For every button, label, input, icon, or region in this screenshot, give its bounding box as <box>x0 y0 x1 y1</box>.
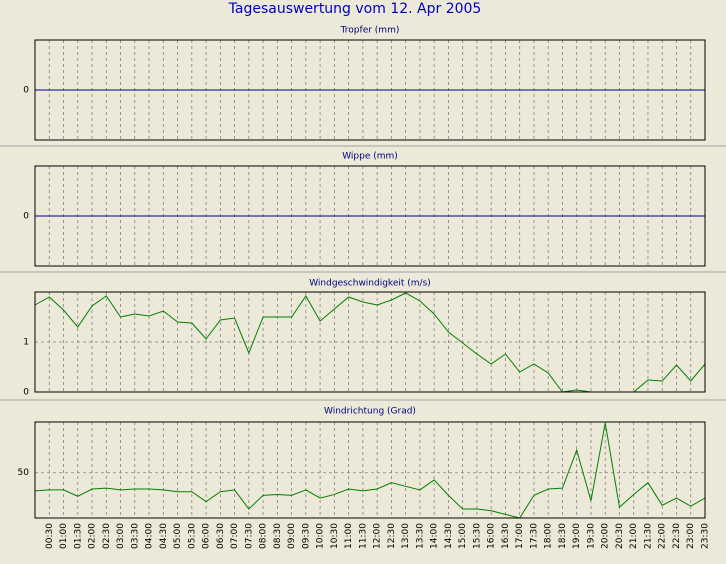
x-tick-label: 12:00 <box>373 523 383 549</box>
x-tick-label: 03:30 <box>130 523 140 549</box>
x-tick-label: 04:30 <box>159 523 169 549</box>
x-tick-label: 07:30 <box>244 523 254 549</box>
panel-title: Tropfer (mm) <box>340 26 400 36</box>
x-tick-label: 10:00 <box>316 523 326 549</box>
x-tick-label: 00:30 <box>45 523 55 549</box>
x-tick-label: 20:00 <box>601 523 611 549</box>
x-tick-label: 06:00 <box>202 523 212 549</box>
x-tick-label: 13:30 <box>415 523 425 549</box>
x-tick-label: 18:30 <box>558 523 568 549</box>
x-tick-label: 15:00 <box>458 523 468 549</box>
x-tick-label: 14:30 <box>444 523 454 549</box>
x-tick-label: 16:30 <box>501 523 511 549</box>
x-tick-label: 05:00 <box>173 523 183 549</box>
x-tick-label: 05:30 <box>187 523 197 549</box>
x-tick-label: 10:30 <box>330 523 340 549</box>
x-tick-label: 03:00 <box>116 523 126 549</box>
x-tick-label: 09:30 <box>301 523 311 549</box>
x-tick-label: 23:30 <box>701 523 711 549</box>
x-tick-label: 01:00 <box>59 523 69 549</box>
y-tick-label: 0 <box>23 212 29 222</box>
x-tick-label: 08:30 <box>273 523 283 549</box>
plot-area <box>35 422 705 518</box>
x-tick-label: 22:30 <box>672 523 682 549</box>
panel-title: Windrichtung (Grad) <box>324 407 416 417</box>
x-tick-label: 14:00 <box>430 523 440 549</box>
x-tick-label: 21:30 <box>643 523 653 549</box>
x-tick-label: 19:30 <box>586 523 596 549</box>
x-tick-label: 15:30 <box>472 523 482 549</box>
x-tick-label: 07:00 <box>230 523 240 549</box>
x-tick-label: 17:30 <box>529 523 539 549</box>
x-tick-label: 18:00 <box>544 523 554 549</box>
plot-border <box>34 165 706 267</box>
panel-title: Wippe (mm) <box>342 152 398 162</box>
plot-area <box>35 292 705 392</box>
x-tick-label: 04:00 <box>145 523 155 549</box>
data-line <box>34 422 706 519</box>
plot-border <box>34 291 706 393</box>
x-tick-label: 19:00 <box>572 523 582 549</box>
x-tick-label: 20:30 <box>615 523 625 549</box>
y-tick-label: 1 <box>23 338 29 348</box>
page-title: Tagesauswertung vom 12. Apr 2005 <box>228 1 482 17</box>
y-tick-label: 50 <box>18 468 30 478</box>
x-tick-label: 11:00 <box>344 523 354 549</box>
plot-border <box>34 39 706 141</box>
x-tick-label: 08:00 <box>259 523 269 549</box>
y-tick-label: 0 <box>23 86 29 96</box>
x-tick-label: 21:00 <box>629 523 639 549</box>
x-tick-label: 11:30 <box>358 523 368 549</box>
x-tick-label: 22:00 <box>658 523 668 549</box>
x-tick-label: 02:30 <box>102 523 112 549</box>
plot-border <box>34 421 706 519</box>
x-tick-label: 09:00 <box>287 523 297 549</box>
x-tick-label: 12:30 <box>387 523 397 549</box>
x-tick-label: 17:00 <box>515 523 525 549</box>
x-tick-label: 16:00 <box>487 523 497 549</box>
x-tick-label: 01:30 <box>73 523 83 549</box>
x-tick-label: 23:00 <box>686 523 696 549</box>
panel-title: Windgeschwindigkeit (m/s) <box>309 279 431 289</box>
x-tick-label: 06:30 <box>216 523 226 549</box>
x-tick-label: 02:00 <box>88 523 98 549</box>
x-tick-label: 13:00 <box>401 523 411 549</box>
y-tick-label: 0 <box>23 388 29 398</box>
